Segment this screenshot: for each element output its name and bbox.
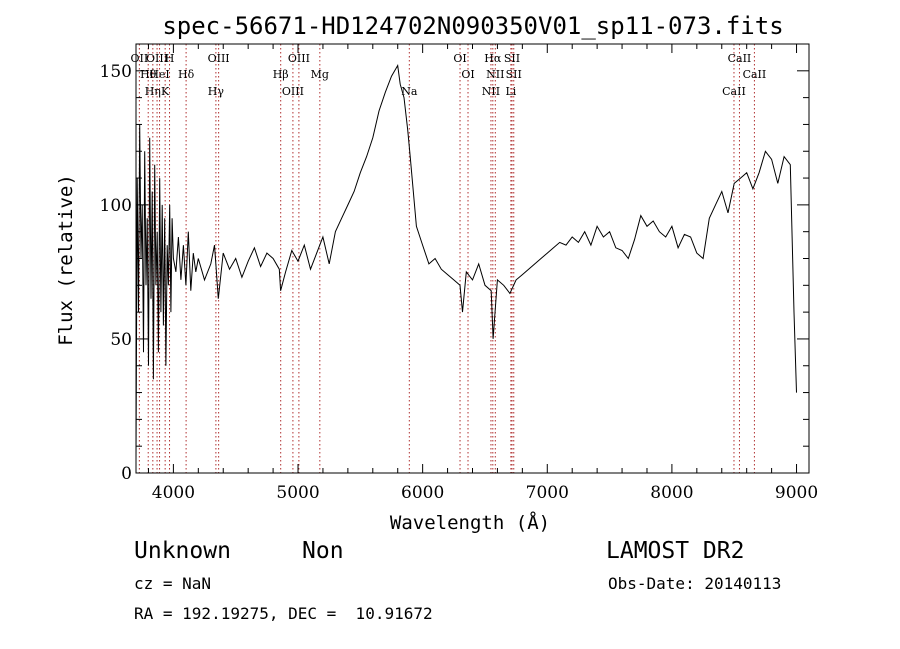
- emission-line-label: OII: [131, 52, 149, 65]
- chart-title: spec-56671-HD124702N090350V01_sp11-073.f…: [162, 12, 783, 40]
- emission-line-label: SII: [504, 52, 520, 65]
- emission-line-label: Hβ: [273, 68, 289, 81]
- spectrum-series-line: [135, 63, 797, 460]
- emission-line-label: OI: [461, 68, 474, 81]
- emission-line-label: HeI: [149, 68, 169, 81]
- emission-line-label: CaII: [722, 85, 746, 98]
- plot-frame: [135, 43, 810, 474]
- survey-name: LAMOST DR2: [606, 538, 745, 564]
- y-tick-label: 0: [121, 464, 132, 484]
- emission-line-labels: OIIHθHηOIIIHeIKHHδHγOIIIHβOIIIOIIIMgNaOI…: [131, 52, 767, 98]
- emission-line-label: NII: [482, 85, 500, 98]
- x-tick-label: 6000: [401, 483, 444, 503]
- emission-line-label: OIII: [208, 52, 230, 65]
- emission-line-label: K: [161, 85, 170, 98]
- emission-line-markers: [138, 44, 755, 473]
- spectral-class: Unknown: [134, 538, 231, 564]
- emission-line-label: Li: [505, 85, 516, 98]
- emission-line-label: OIII: [282, 85, 304, 98]
- emission-line-label: H: [165, 52, 175, 65]
- emission-line-label: Hη: [145, 85, 161, 98]
- emission-line-label: OIII: [288, 52, 310, 65]
- observation-date: Obs-Date: 20140113: [608, 574, 782, 593]
- x-tick-label: 9000: [775, 483, 818, 503]
- emission-line-label: Hγ: [208, 85, 225, 98]
- coordinates: RA = 192.19275, DEC = 10.91672: [134, 604, 433, 623]
- spectral-subclass: Non: [302, 538, 344, 564]
- emission-line-label: NII: [486, 68, 504, 81]
- redshift-cz: cz = NaN: [134, 574, 212, 593]
- y-axis-label: Flux (relative): [55, 174, 77, 346]
- y-tick-label: 50: [110, 330, 132, 350]
- x-tick-label: 8000: [650, 483, 693, 503]
- emission-line-label: OIII: [146, 52, 168, 65]
- emission-line-label: Mg: [311, 68, 329, 81]
- emission-line-label: OI: [453, 52, 466, 65]
- emission-line-label: CaII: [743, 68, 767, 81]
- x-tick-label: 4000: [152, 483, 195, 503]
- y-tick-label: 150: [100, 62, 132, 82]
- x-axis-label: Wavelength (Å): [390, 511, 550, 534]
- emission-line-label: Na: [401, 85, 418, 98]
- y-tick-label: 100: [100, 196, 132, 216]
- emission-line-label: Hα: [484, 52, 502, 65]
- x-tick-label: 7000: [526, 483, 569, 503]
- emission-line-label: SII: [506, 68, 522, 81]
- emission-line-label: Hδ: [178, 68, 195, 81]
- x-tick-label: 5000: [276, 483, 319, 503]
- emission-line-label: CaII: [728, 52, 752, 65]
